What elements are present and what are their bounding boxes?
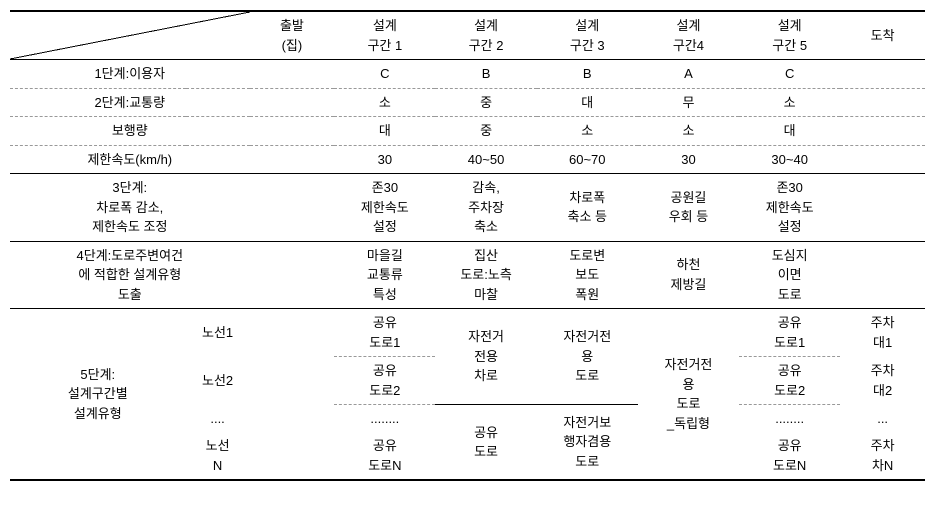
row-label-pedestrian: 보행량 [10,117,250,146]
col-header-section4: 설계구간4 [638,11,739,60]
col-header-arrival: 도착 [840,11,925,60]
cell: 주차대2 [840,357,925,405]
cell: 자전거전용도로_독립형 [638,309,739,481]
cell: 공유도로1 [739,309,840,357]
cell: 소 [638,117,739,146]
cell-departure-blank [250,309,335,481]
cell: B [537,60,638,89]
row-label-step3: 3단계:차로폭 감소,제한속도 조정 [10,174,250,242]
table-corner-cell [10,11,250,60]
cell: 무 [638,88,739,117]
cell [250,241,335,309]
cell: 주차차N [840,432,925,480]
cell: 공유도로 [435,405,536,481]
col-header-departure: 출발(집) [250,11,335,60]
cell: 30~40 [739,145,840,174]
col-header-section3: 설계구간 3 [537,11,638,60]
row-label-step2: 2단계:교통량 [10,88,250,117]
cell: 차로폭축소 등 [537,174,638,242]
cell: 40~50 [435,145,536,174]
cell: ........ [334,405,435,433]
route-label-1: 노선1 [186,309,250,357]
cell: 도로변보도폭원 [537,241,638,309]
cell: 마을길교통류특성 [334,241,435,309]
cell: 자전거전용차로 [435,309,536,405]
cell: ........ [739,405,840,433]
row-label-step5: 5단계:설계구간별설계유형 [10,309,186,481]
cell [840,60,925,89]
cell: 소 [537,117,638,146]
cell: 하천제방길 [638,241,739,309]
row-label-speedlimit: 제한속도(km/h) [10,145,250,174]
cell: 중 [435,117,536,146]
cell: 30 [334,145,435,174]
cell: 공유도로N [334,432,435,480]
cell: A [638,60,739,89]
cell [250,117,335,146]
cell: B [435,60,536,89]
cell: 소 [739,88,840,117]
cell: 존30제한속도설정 [739,174,840,242]
cell: 집산도로:노측마찰 [435,241,536,309]
route-label-n: 노선N [186,432,250,480]
cell [250,145,335,174]
cell: 30 [638,145,739,174]
design-section-table: 출발(집) 설계구간 1 설계구간 2 설계구간 3 설계구간4 설계구간 5 … [10,10,925,481]
cell: 공유도로1 [334,309,435,357]
route-label-2: 노선2 [186,357,250,405]
cell [250,60,335,89]
cell: 대 [537,88,638,117]
cell: 감속,주차장축소 [435,174,536,242]
col-header-section1: 설계구간 1 [334,11,435,60]
cell: 공유도로2 [334,357,435,405]
cell: 존30제한속도설정 [334,174,435,242]
col-header-section5: 설계구간 5 [739,11,840,60]
cell: 공원길우회 등 [638,174,739,242]
cell: 자전거전용도로 [537,309,638,405]
cell [250,174,335,242]
cell: 60~70 [537,145,638,174]
cell [840,88,925,117]
cell: 주차대1 [840,309,925,357]
cell [840,241,925,309]
cell [840,145,925,174]
cell [840,174,925,242]
cell: 공유도로N [739,432,840,480]
cell: C [334,60,435,89]
cell: 대 [739,117,840,146]
cell: 공유도로2 [739,357,840,405]
cell: 자전거보행자겸용도로 [537,405,638,481]
cell: 대 [334,117,435,146]
cell: C [739,60,840,89]
cell [840,117,925,146]
col-header-section2: 설계구간 2 [435,11,536,60]
cell: 도심지이면도로 [739,241,840,309]
cell: ... [840,405,925,433]
cell: 소 [334,88,435,117]
row-label-step1: 1단계:이용자 [10,60,250,89]
cell [250,88,335,117]
row-label-step4: 4단계:도로주변여건에 적합한 설계유형도출 [10,241,250,309]
cell: 중 [435,88,536,117]
route-label-dots: .... [186,405,250,433]
